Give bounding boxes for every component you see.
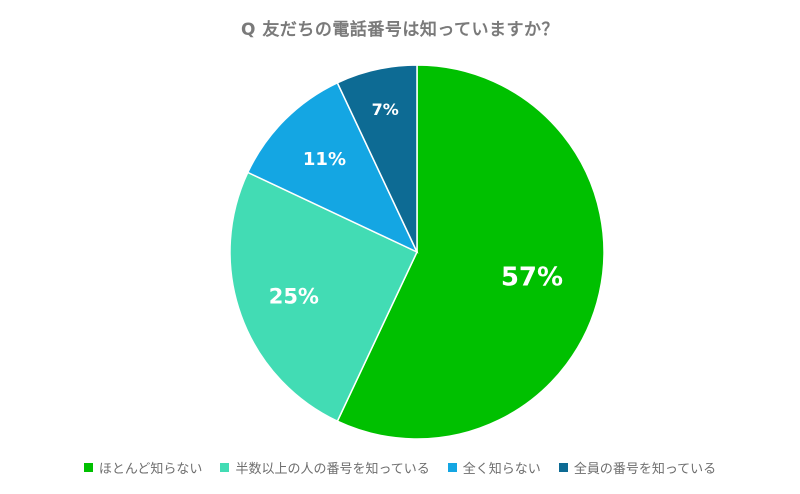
legend-item-mattaku: 全く知らない (447, 458, 541, 477)
label-hansuu: 25% (269, 284, 319, 308)
slice-mattaku (246, 81, 419, 254)
legend-item-zenin: 全員の番号を知っている (558, 458, 717, 477)
chart-title: Q 友だちの電話番号は知っていますか？ (240, 20, 560, 40)
legend-swatch (447, 463, 457, 472)
slice-hansuu (229, 171, 418, 423)
slice-zenin (336, 64, 418, 253)
legend-label: 全員の番号を知っている (573, 462, 717, 477)
label-mattaku: 11% (303, 149, 346, 170)
legend-label: ほとんど知らない (98, 462, 203, 477)
legend-swatch (83, 463, 93, 472)
legend-item-hansuu: 半数以上の人の番号を知っている (220, 458, 430, 477)
legend: ほとんど知らない 半数以上の人の番号を知っている 全く知らない 全員の番号を知っ… (0, 458, 800, 477)
legend-swatch (220, 463, 230, 472)
legend-label: 半数以上の人の番号を知っている (235, 462, 430, 477)
legend-label: 全く知らない (462, 462, 541, 477)
label-hotondo: 57% (501, 263, 563, 293)
legend-swatch (558, 463, 568, 472)
label-zenin: 7% (372, 100, 399, 119)
slice-hotondo (336, 64, 605, 440)
legend-item-hotondo: ほとんど知らない (83, 458, 203, 477)
